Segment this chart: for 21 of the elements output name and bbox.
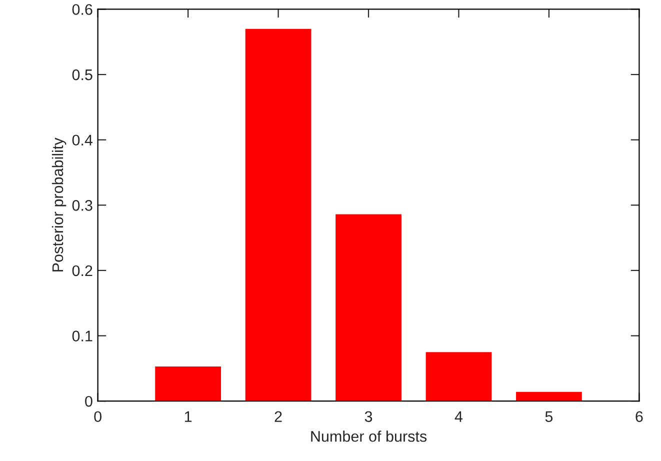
y-axis-title: Posterior probability [52,138,66,272]
x-tick-label: 0 [94,411,102,422]
bar [516,392,582,402]
y-tick-label: 0.4 [72,134,93,146]
bar [336,214,402,402]
y-tick-label: 0.5 [72,69,92,80]
x-tick-label: 4 [454,411,463,422]
bar [426,352,492,402]
x-tick-label: 3 [364,411,372,422]
y-tick-label: 0.2 [72,265,92,276]
bar [155,366,221,402]
x-tick-label: 5 [545,411,553,422]
y-tick-label: 0.6 [72,4,92,15]
y-tick-label: 0.3 [72,200,92,211]
y-tick-label: 0.1 [72,330,92,342]
bar [245,28,312,402]
x-axis-title: Number of bursts [311,430,427,442]
x-tick-label: 1 [184,411,192,422]
x-tick-label: 6 [636,411,643,422]
y-tick-label: 0 [85,396,92,407]
x-tick-label: 2 [274,411,282,422]
